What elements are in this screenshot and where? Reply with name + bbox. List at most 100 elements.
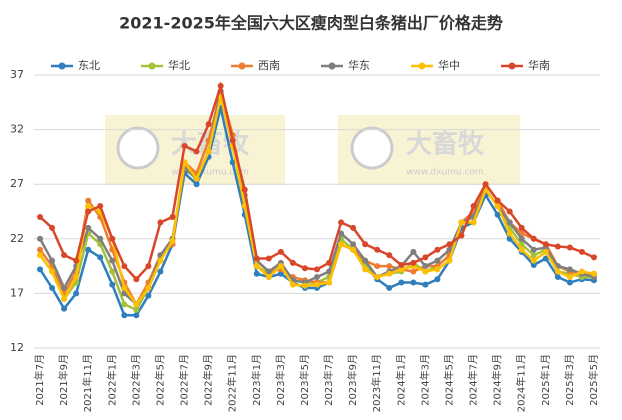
x-tick-label: 2023年7月: [322, 354, 335, 406]
data-point: [217, 82, 224, 89]
x-tick-label: 2023年11月: [370, 354, 383, 412]
data-point: [350, 241, 357, 248]
x-tick-label: 2022年11月: [226, 354, 239, 412]
data-point: [97, 203, 104, 210]
y-tick-label: 17: [10, 286, 24, 299]
data-point: [434, 246, 441, 253]
x-tick-label: 2022年3月: [129, 354, 142, 406]
data-point: [506, 230, 513, 237]
data-point: [386, 252, 393, 259]
data-point: [542, 241, 549, 248]
data-point: [518, 246, 525, 253]
data-point: [386, 284, 393, 291]
data-point: [301, 265, 308, 272]
data-point: [253, 263, 260, 270]
data-point: [374, 274, 381, 281]
data-point: [265, 268, 272, 275]
data-point: [37, 266, 44, 273]
data-point: [386, 263, 393, 270]
x-tick-label: 2021年7月: [33, 354, 46, 406]
data-point: [530, 252, 537, 259]
data-point: [542, 248, 549, 255]
data-point: [506, 219, 513, 226]
data-point: [73, 290, 80, 297]
data-point: [410, 268, 417, 275]
data-point: [205, 121, 212, 128]
legend-marker: [238, 62, 246, 70]
watermark-text: 大畜牧: [406, 129, 485, 160]
watermark-url: www.dxumu.com: [406, 168, 483, 178]
data-point: [193, 175, 200, 182]
data-point: [157, 257, 164, 264]
data-point: [49, 257, 56, 264]
data-point: [338, 241, 345, 248]
x-tick-label: 2022年9月: [202, 354, 215, 406]
data-point: [350, 224, 357, 231]
legend-label: 华中: [438, 58, 460, 72]
x-tick-label: 2023年3月: [274, 354, 287, 406]
y-tick-label: 22: [10, 232, 24, 245]
data-point: [121, 284, 128, 291]
watermark-icon: [116, 126, 160, 170]
data-point: [338, 230, 345, 237]
data-point: [314, 274, 320, 281]
data-point: [97, 254, 104, 261]
data-point: [277, 270, 284, 277]
x-tick-label: 2025年1月: [539, 354, 552, 406]
data-point: [145, 284, 152, 291]
data-point: [277, 248, 284, 255]
data-point: [61, 252, 68, 259]
x-tick-label: 2025年5月: [587, 354, 600, 406]
x-tick-label: 2024年5月: [442, 354, 455, 406]
data-point: [85, 224, 92, 231]
data-point: [314, 266, 320, 273]
data-point: [49, 224, 56, 231]
data-point: [470, 203, 477, 210]
data-point: [326, 268, 333, 275]
data-point: [61, 305, 68, 312]
data-point: [289, 281, 296, 288]
data-point: [193, 181, 200, 188]
legend-label: 西南: [258, 59, 280, 72]
data-point: [374, 263, 381, 270]
data-point: [530, 257, 537, 264]
chart-title: 2021-2025年全国六大区瘦肉型白条猪出厂价格走势: [119, 14, 503, 33]
data-point: [73, 257, 80, 264]
data-point: [458, 219, 465, 226]
data-point: [422, 254, 429, 261]
data-point: [121, 312, 128, 319]
data-point: [121, 301, 128, 308]
legend-label: 华南: [528, 58, 550, 72]
data-point: [446, 257, 453, 264]
data-point: [109, 235, 116, 242]
x-tick-label: 2024年7月: [467, 354, 480, 406]
watermark-icon: [350, 126, 394, 170]
data-point: [73, 274, 80, 281]
data-point: [590, 254, 597, 261]
data-point: [205, 148, 212, 155]
x-tick-label: 2022年5月: [153, 354, 166, 406]
data-point: [109, 281, 116, 288]
data-point: [518, 224, 525, 231]
data-point: [85, 208, 92, 215]
data-point: [121, 263, 128, 270]
data-point: [506, 208, 513, 215]
y-tick-label: 37: [10, 68, 24, 81]
data-point: [530, 262, 537, 269]
data-point: [446, 241, 453, 248]
data-point: [554, 274, 561, 281]
data-point: [133, 312, 140, 319]
data-point: [350, 246, 357, 253]
data-point: [578, 268, 585, 275]
data-point: [398, 266, 405, 273]
data-point: [301, 282, 308, 289]
legend-marker: [148, 62, 156, 70]
data-point: [446, 246, 453, 253]
data-point: [434, 266, 441, 273]
data-point: [434, 257, 441, 264]
data-point: [374, 246, 381, 253]
x-tick-label: 2021年9月: [57, 354, 70, 406]
legend-marker: [58, 62, 66, 70]
data-point: [61, 284, 68, 291]
data-point: [494, 203, 501, 210]
